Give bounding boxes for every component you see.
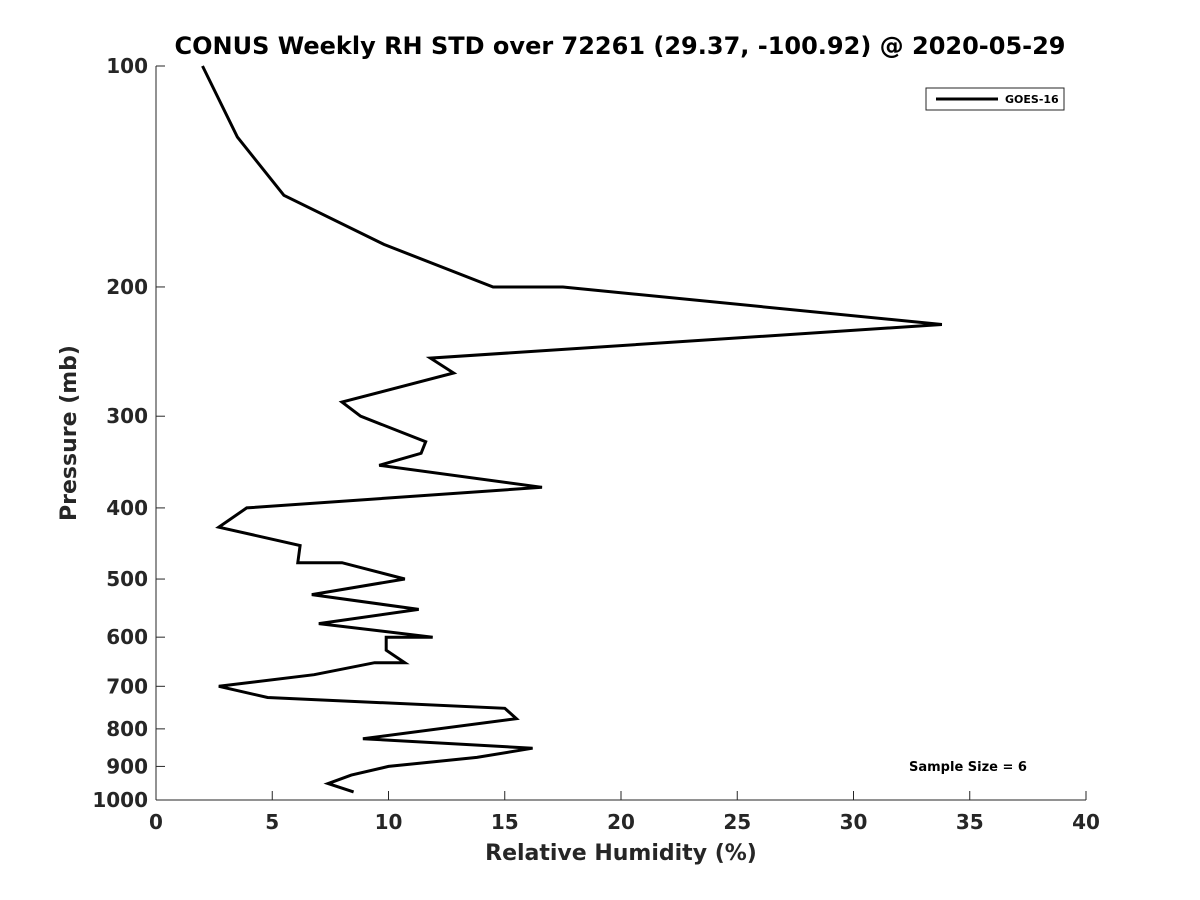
x-tick-label: 20 (607, 810, 635, 834)
x-tick-label: 35 (956, 810, 984, 834)
legend-label-goes-16: GOES-16 (1005, 93, 1059, 106)
x-tick-label: 30 (840, 810, 868, 834)
series-layer (201, 65, 943, 794)
y-ticks: 100 200 300 400 500 600 700 800 900 1000 (92, 54, 165, 812)
legend: GOES-16 (925, 87, 1065, 111)
x-tick-label: 5 (265, 810, 279, 834)
x-ticks: 0 5 10 15 20 25 30 35 40 (149, 791, 1100, 834)
y-axis-label: Pressure (mb) (57, 345, 82, 521)
sample-size-annotation: Sample Size = 6 (909, 760, 1027, 775)
series-line-goes-16 (201, 65, 943, 794)
x-tick-label: 0 (149, 810, 163, 834)
y-tick-label: 400 (106, 496, 148, 520)
y-tick-label: 600 (106, 625, 148, 649)
y-tick-label: 100 (106, 54, 148, 78)
y-tick-label: 200 (106, 275, 148, 299)
y-tick-label: 1000 (92, 788, 148, 812)
y-tick-label: 800 (106, 717, 148, 741)
x-tick-label: 15 (491, 810, 519, 834)
y-tick-label: 300 (106, 404, 148, 428)
y-tick-label: 500 (106, 567, 148, 591)
x-tick-label: 25 (723, 810, 751, 834)
chart-title: CONUS Weekly RH STD over 72261 (29.37, -… (174, 32, 1065, 60)
y-tick-label: 700 (106, 674, 148, 698)
x-tick-label: 10 (375, 810, 403, 834)
x-tick-label: 40 (1072, 810, 1100, 834)
y-tick-label: 900 (106, 754, 148, 778)
x-axis-label: Relative Humidity (%) (485, 841, 757, 866)
